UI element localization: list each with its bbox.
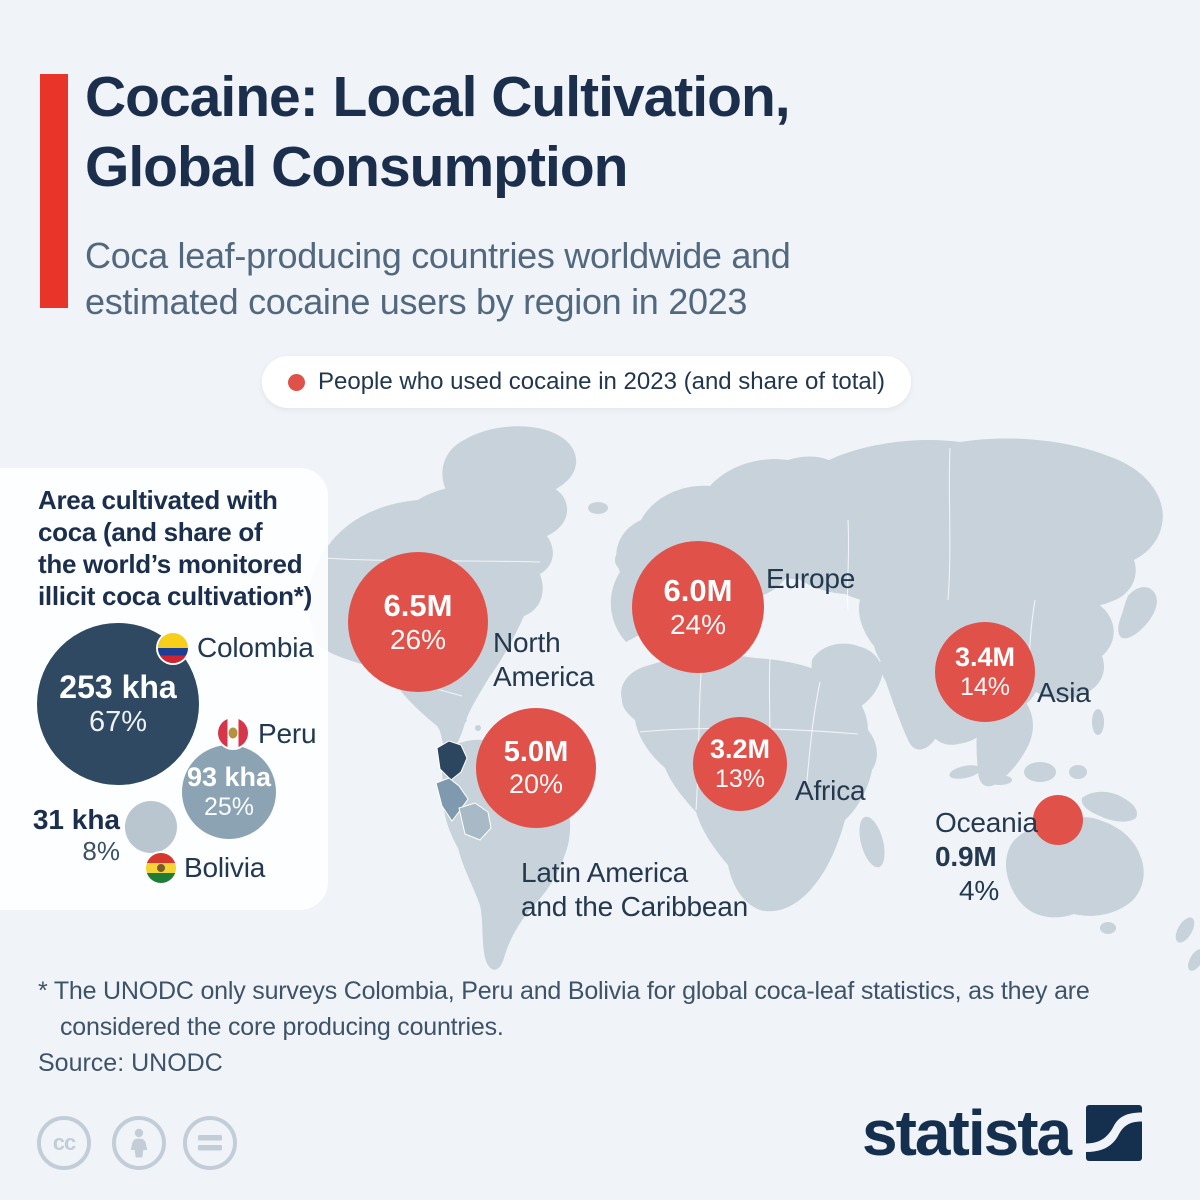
colombia-share: 67% [88, 706, 148, 738]
island-borneo [1024, 762, 1056, 782]
bubble-peru-cultivation: 93 kha 25% [182, 745, 276, 839]
title-line-1: Cocaine: Local Cultivation, [85, 65, 791, 129]
continent-australia [1005, 817, 1144, 918]
creative-commons-icon: cc [37, 1116, 91, 1170]
bolivia-label: Bolivia [184, 852, 266, 883]
legend-label: People who used cocaine in 2023 (and sha… [318, 368, 886, 395]
island-sumatra [949, 765, 981, 779]
oceania-name: Oceania [935, 807, 1038, 838]
bubble-oceania [1033, 795, 1083, 845]
accent-bar [40, 74, 68, 308]
legend: People who used cocaine in 2023 (and sha… [262, 356, 912, 408]
colombia-label: Colombia [197, 632, 314, 663]
island-java [988, 775, 1012, 785]
cultivation-panel-heading: Area cultivated with coca (and share of … [38, 485, 312, 611]
page-title: Cocaine: Local Cultivation, Global Consu… [85, 62, 791, 202]
label-asia: Asia [1037, 677, 1091, 708]
island-new-zealand-north [1175, 917, 1195, 943]
bubble-europe: 6.0M 24% [632, 541, 764, 673]
legend-dot-icon [288, 373, 305, 391]
peru-area: 93 kha [186, 762, 272, 792]
peru-flag-icon [218, 718, 248, 748]
europe-share: 24% [669, 609, 727, 640]
bubble-north-america: 6.5M 26% [348, 552, 488, 692]
source-label: Source: UNODC [38, 1049, 223, 1077]
colombia-flag-icon [158, 633, 188, 663]
subtitle-line-2: estimated cocaine users by region in 202… [85, 281, 748, 322]
country-bolivia-highlight [458, 802, 492, 841]
north-america-share: 26% [389, 624, 447, 655]
border-asia-2 [947, 447, 951, 601]
bubble-africa: 3.2M 13% [693, 717, 787, 811]
latin-america-share: 20% [508, 769, 564, 799]
border-africa-3 [805, 681, 821, 791]
island-cuba [443, 718, 467, 726]
label-africa: Africa [795, 775, 866, 806]
island-iceland [588, 502, 608, 514]
statista-wordmark: statista [862, 1097, 1072, 1169]
statista-logo: statista [862, 1096, 1143, 1170]
island-japan [1118, 587, 1157, 639]
border-asia-1 [846, 519, 850, 611]
island-philippines [1092, 709, 1104, 735]
latin-america-users: 5.0M [503, 736, 569, 768]
island-tasmania [1100, 922, 1116, 934]
island-new-guinea [1081, 791, 1138, 822]
asia-share: 14% [959, 673, 1011, 701]
island-hispaniola [475, 725, 481, 731]
island-sulawesi [1069, 765, 1087, 779]
footnote-line-2: considered the core producing countries. [60, 1013, 504, 1041]
bubble-latin-america: 5.0M 20% [476, 708, 596, 828]
africa-users: 3.2M [709, 734, 771, 764]
island-madagascar [859, 816, 885, 868]
region-siberia [772, 438, 1163, 609]
title-line-2: Global Consumption [85, 135, 628, 199]
oceania-users: 0.9M [935, 841, 997, 872]
subtitle-line-1: Coca leaf-producing countries worldwide … [85, 235, 791, 276]
peru-label: Peru [258, 718, 317, 749]
no-derivatives-icon [183, 1116, 237, 1170]
bubble-asia: 3.4M 14% [935, 622, 1035, 722]
country-colombia-highlight [436, 740, 468, 781]
label-oceania: Oceania 0.9M 4% [935, 806, 1038, 908]
bolivia-area: 31 kha [32, 804, 120, 835]
asia-users: 3.4M [954, 642, 1016, 672]
label-europe: Europe [766, 563, 856, 594]
footnote-line-1: * The UNODC only surveys Colombia, Peru … [38, 977, 1090, 1005]
oceania-share: 4% [959, 875, 1000, 906]
bolivia-share: 8% [82, 836, 120, 866]
page-subtitle: Coca leaf-producing countries worldwide … [85, 233, 791, 325]
attribution-person-icon [112, 1116, 166, 1170]
island-new-zealand-south [1188, 949, 1200, 971]
peru-coat-of-arms-icon [228, 727, 238, 739]
label-north-america: North America [493, 627, 595, 692]
africa-share: 13% [714, 765, 766, 793]
bubble-bolivia-cultivation [125, 801, 177, 853]
statista-mark-icon [1086, 1105, 1143, 1161]
europe-users: 6.0M [663, 573, 733, 608]
border-africa-1 [695, 661, 703, 811]
colombia-area: 253 kha [59, 669, 177, 705]
bolivia-coat-of-arms-icon [157, 864, 165, 872]
bolivia-flag-icon [146, 853, 176, 883]
peru-share: 25% [203, 793, 255, 821]
label-latin-america: Latin America and the Caribbean [521, 857, 748, 922]
north-america-users: 6.5M [383, 588, 453, 623]
